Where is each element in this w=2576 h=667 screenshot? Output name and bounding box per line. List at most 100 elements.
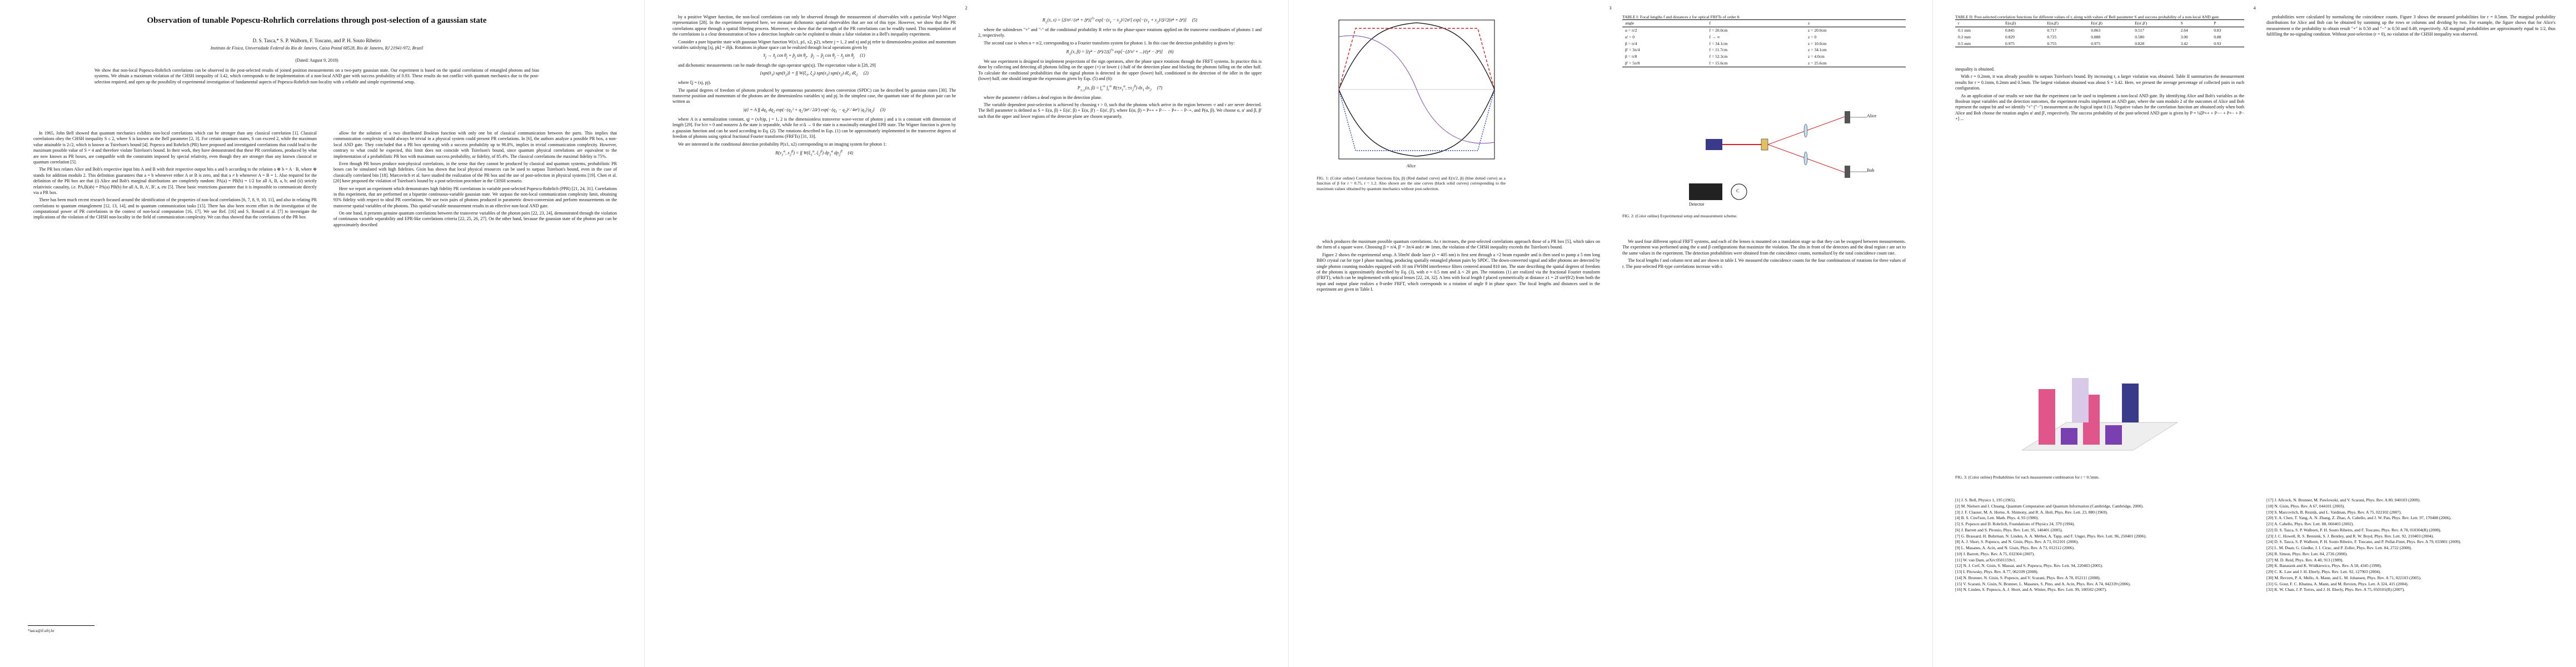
fig3-bar (2122, 384, 2139, 422)
table-row: β = π/8 f = 52.3cm z = 4.0cm (1625, 54, 1825, 59)
reference: [30] M. Revzen, P. A. Mello, A. Mann, an… (2266, 575, 2421, 580)
paragraph: We use experiment is designed to impleme… (978, 59, 1262, 82)
figure-2: Alice Bob Detector C FIG. 2: (Color onli… (1622, 83, 1906, 228)
reference: [29] C. K. Law and J. H. Eberly, Phys. R… (2266, 569, 2381, 574)
table-row: 0.1 mm 0.845 0.717 0.863 0.517 2.64 0.83 (1958, 28, 2221, 33)
detector-alice (1845, 111, 1850, 123)
reference: [20] Y. A. Chen, T. Yang, A. N. Zhang, Z… (2266, 515, 2452, 521)
table-row: α = π/2 f = 20.0cm z = 20.0cm (1625, 28, 1827, 33)
table1-caption: TABLE I: Focal lengths f and distances z… (1622, 14, 1741, 19)
paper-affiliation: Instituto de Física, Universidade Federa… (210, 46, 423, 51)
lens-alice (1803, 123, 1808, 138)
reference: [22] D. S. Tasca, S. P. Walborn, P. H. S… (2266, 527, 2442, 532)
counter-dial (1731, 183, 1747, 200)
reference: [17] J. Allcock, N. Brunner, M. Pawlowsk… (2266, 497, 2421, 502)
paragraph: by a positive Wigner function, the non-l… (672, 14, 956, 37)
table-row: β' = 5π/8 f = 15.6cm z = 25.6cm (1622, 59, 1906, 67)
paragraph: As an application of our results we note… (1955, 93, 2244, 122)
coincidence-counter (1689, 183, 1722, 200)
references-left: [1] J. S. Bell, Physics 1, 195 (1965). [… (1955, 497, 2244, 593)
reference: [4] B. S. Cirel'son, Lett. Math. Phys. 4… (1955, 515, 2039, 521)
page-1: Observation of tunable Popescu-Rohrlich … (0, 0, 644, 667)
paragraph: where the subindexes "+" and "-" of the … (978, 27, 1262, 38)
paragraph: We are interested in the conditional det… (678, 141, 887, 147)
paragraph: There has been much recent research focu… (33, 197, 317, 220)
fig3-bar (2061, 428, 2077, 445)
table1: angle f z α = π/2 f = 20.0cm z = 20.0cm α'… (1622, 19, 1906, 67)
reference: [27] M. D. Reid, Phys. Rev. A 40, 913 (1… (2266, 557, 2344, 563)
page1-right-column: allow for the solution of a two distribu… (333, 131, 617, 230)
table2: r E(α,β) E(α,β') E(α',β) E(α',β') S P 0.1 mm 0.… (1955, 19, 2244, 48)
equation-3: |ψ⟩ = A ∫∫ dq1 dq2 exp(−(q1² + q2²)σ² ⁄ … (743, 107, 886, 114)
page-number: 4 (2253, 6, 2256, 11)
lens-bob (1803, 151, 1808, 166)
table-2: TABLE II: Post-selected correlation func… (1955, 14, 2244, 48)
abstract: We show that non-local Popescu-Rohrlich … (94, 68, 539, 84)
equation-6: R±(x, β) = [(γ⁴ − Δ⁴)/2Δ]½ exp[−(Δ²x² + … (1066, 48, 1174, 56)
paragraph: We used four different optical FRFT syst… (1622, 239, 1906, 256)
fig3-bar (2072, 378, 2089, 422)
reference: [3] J. F. Clauser, M. A. Horne, A. Shimo… (1955, 509, 2108, 515)
table-row: 0.2 mm 0.829 0.725 0.888 0.580 3.00 0.88 (1958, 34, 2221, 39)
fig1-plot (1338, 19, 1495, 160)
fig3-bar-plot (2021, 378, 2178, 451)
table-header: z (1805, 19, 1906, 28)
table-header: f (1706, 19, 1806, 28)
fig2-setup-diagram (1689, 111, 1867, 200)
equation-4: R(x1α, x2β) = ∫∫ W(ξ1α, ξ2β) dp1α dp2β (… (775, 150, 853, 157)
reference: [32] K. W. Chan, J. P. Torres, and J. H.… (2266, 587, 2405, 593)
paper-title: Observation of tunable Popescu-Rohrlich … (147, 16, 487, 25)
reference: [1] J. S. Bell, Physics 1, 195 (1965). (1955, 497, 2016, 502)
paragraph: Consider a pure bipartite state with gau… (672, 39, 956, 50)
paragraph: where ξj = (xj, pj). (678, 80, 711, 86)
table-header: angle (1622, 19, 1707, 28)
paragraph: On one hand, it presents genuine quantum… (333, 211, 617, 227)
footnote-rule (28, 625, 94, 626)
laser-source (1706, 139, 1722, 150)
page-2: 2 by a positive Wigner function, the non… (644, 0, 1288, 667)
fig1-red-dashed-curve (1338, 28, 1495, 90)
page-number: 2 (965, 6, 968, 11)
paragraph: In 1965, John Bell showed that quantum m… (33, 131, 317, 165)
reference: [25] L. M. Duan, G. Giedke, J. I. Cirac,… (2266, 545, 2412, 550)
page-number: 3 (1609, 6, 1612, 11)
page4-left-column: inequality is obtained. With r = 0.2mm, … (1955, 67, 2244, 124)
reference: [14] N. Brunner, N. Gisin, S. Popescu, a… (1955, 575, 2101, 580)
figure-1: Alice FIG. 1: (Color online) Correlation… (1317, 14, 1506, 226)
label-bob: Bob (1867, 168, 1875, 173)
label-counter: C (1736, 188, 1740, 193)
paragraph: Here we report an experiment which demon… (333, 186, 617, 208)
paragraph: The second case is when α = π/2, corresp… (984, 40, 1235, 46)
paragraph: where the parameter r defines a dead reg… (984, 94, 1102, 100)
paragraph: The focal lengths f and column next and … (1622, 258, 1906, 269)
reference: [15] V. Scarani, N. Gisin, N. Brunner, L… (1955, 581, 2131, 586)
reference: [7] G. Brassard, H. Buhrman, N. Linden, … (1955, 533, 2147, 539)
reference: [26] R. Simon, Phys. Rev. Lett. 84, 2726… (2266, 551, 2348, 556)
paper-authors: D. S. Tasca,* S. P. Walborn, F. Toscano,… (252, 38, 381, 43)
page-3: 3 Alice FIG. 1: (Color online) Correlati… (1288, 0, 1932, 667)
page3-left-column: which produces the maximum possible quan… (1317, 239, 1600, 295)
reference: [18] N. Gisin, Phys. Rev. A 67, 044101 (… (2266, 503, 2345, 509)
reference: [16] N. Linden, S. Popescu, A. J. Short,… (1955, 587, 2107, 593)
paragraph: Figure 2 shows the experimental setup. A… (1317, 252, 1600, 292)
paragraph: The PR box relates Alice and Bob's respe… (33, 167, 317, 195)
reference: [23] J. C. Howell, R. S. Bennink, S. J. … (2266, 533, 2434, 539)
paragraph: and dichotomic measurements can be made … (678, 62, 876, 68)
reference: [11] W. van Dam, arXiv:0501159v1. (1955, 557, 2016, 563)
reference: [12] N. J. Cerf, N. Gisin, S. Massar, an… (1955, 563, 2103, 569)
paragraph: Even though PR boxes produce non-physica… (333, 161, 617, 184)
detector-bob (1845, 166, 1850, 178)
equation-1: x̂j → x̂j cos θj + p̂j sin θj, p̂j → p̂j… (763, 53, 865, 59)
reference: [24] D. S. Tasca, S. P. Walborn, P. H. S… (2266, 539, 2462, 545)
page1-left-column: In 1965, John Bell showed that quantum m… (33, 131, 317, 222)
table-1: TABLE I: Focal lengths f and distances z… (1622, 14, 1906, 67)
reference: [19] S. Marcovitch, B. Reznik, and L. Va… (2266, 509, 2402, 515)
reference: [10] J. Barrett, Phys. Rev. A 75, 032304… (1955, 551, 2035, 556)
equation-2: ⟨sgn(x̂1) sgn(x̂2)⟩ = ∫∫ W(ξ1, ξ2) sgn(x… (760, 71, 869, 77)
page2-left-column: by a positive Wigner function, the non-l… (672, 14, 956, 160)
reference: [13] I. Pitowsky, Phys. Rev. A 77, 06210… (1955, 569, 2039, 574)
paragraph: allow for the solution of a two distribu… (333, 131, 617, 159)
fig1-sine-curve-2 (1338, 89, 1495, 157)
paragraph: The variable dependent post-selection is… (978, 102, 1262, 119)
paragraph: probabilities were calculated by normali… (2266, 14, 2555, 37)
